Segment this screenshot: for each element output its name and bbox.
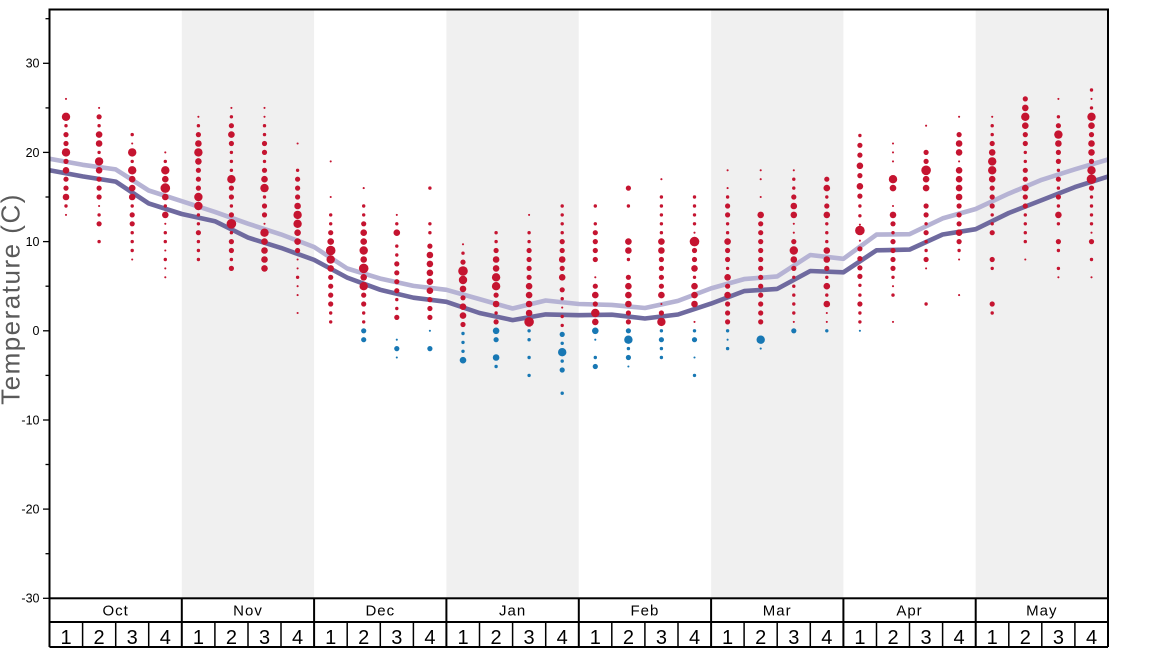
svg-text:10: 10 (26, 235, 40, 249)
svg-text:2: 2 (887, 627, 898, 648)
svg-text:30: 30 (26, 57, 40, 71)
svg-text:3: 3 (259, 627, 270, 648)
svg-text:1: 1 (854, 627, 865, 648)
svg-text:2: 2 (491, 627, 502, 648)
svg-text:-20: -20 (21, 502, 39, 516)
svg-text:4: 4 (292, 627, 303, 648)
svg-text:4: 4 (821, 627, 832, 648)
svg-text:1: 1 (60, 627, 71, 648)
svg-text:Mar: Mar (763, 603, 792, 620)
svg-text:Temperature (C): Temperature (C) (0, 193, 26, 405)
svg-text:3: 3 (127, 627, 138, 648)
svg-text:1: 1 (193, 627, 204, 648)
svg-text:20: 20 (26, 146, 40, 160)
svg-text:Feb: Feb (630, 603, 659, 620)
svg-text:4: 4 (1086, 627, 1097, 648)
svg-text:-10: -10 (21, 413, 39, 427)
svg-text:4: 4 (160, 627, 171, 648)
svg-text:2: 2 (94, 627, 105, 648)
svg-text:Oct: Oct (103, 603, 129, 620)
svg-text:Jan: Jan (499, 603, 526, 620)
svg-text:4: 4 (424, 627, 435, 648)
svg-text:2: 2 (755, 627, 766, 648)
svg-text:1: 1 (987, 627, 998, 648)
svg-text:May: May (1026, 603, 1057, 620)
svg-text:Apr: Apr (896, 603, 922, 620)
svg-text:Dec: Dec (365, 603, 395, 620)
svg-text:1: 1 (457, 627, 468, 648)
svg-text:3: 3 (788, 627, 799, 648)
svg-text:3: 3 (921, 627, 932, 648)
svg-text:1: 1 (722, 627, 733, 648)
svg-text:4: 4 (689, 627, 700, 648)
svg-text:2: 2 (358, 627, 369, 648)
svg-text:4: 4 (954, 627, 965, 648)
svg-text:3: 3 (656, 627, 667, 648)
svg-text:2: 2 (226, 627, 237, 648)
svg-text:1: 1 (325, 627, 336, 648)
svg-text:4: 4 (557, 627, 568, 648)
svg-text:Nov: Nov (233, 603, 263, 620)
svg-text:3: 3 (1053, 627, 1064, 648)
svg-text:3: 3 (524, 627, 535, 648)
svg-text:1: 1 (590, 627, 601, 648)
svg-text:2: 2 (623, 627, 634, 648)
svg-text:0: 0 (33, 324, 40, 338)
svg-text:3: 3 (391, 627, 402, 648)
svg-text:2: 2 (1020, 627, 1031, 648)
svg-text:-30: -30 (21, 592, 39, 606)
